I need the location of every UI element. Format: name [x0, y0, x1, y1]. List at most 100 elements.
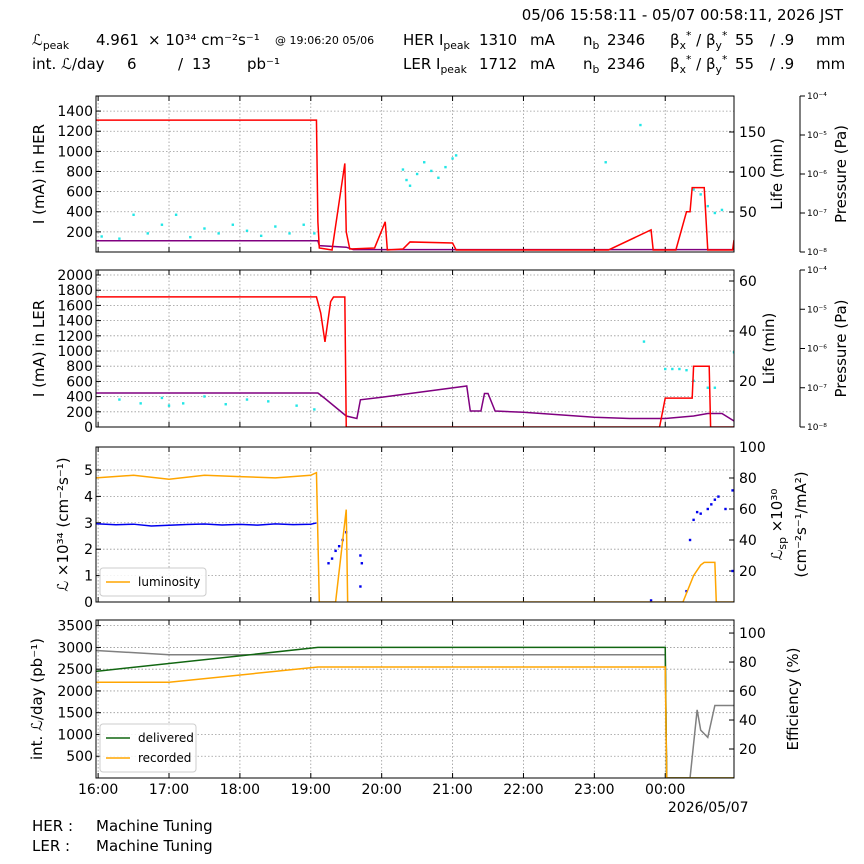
y-tick-label: 1200 [57, 124, 93, 140]
series-point [642, 340, 646, 343]
y-tick-label: 2500 [57, 662, 93, 678]
series-point [132, 213, 135, 216]
panel: 16:00 17:00 18:00 19:00 20:00 21:00 22:00 23:00… [57, 619, 765, 816]
header-item: × 10³⁴ cm⁻²s⁻¹ [148, 31, 260, 49]
x-date-label: 2026/05/07 [668, 800, 749, 816]
y2-axis-label-part: Life (min) [768, 138, 786, 210]
series-point [713, 498, 717, 501]
series-point [334, 549, 337, 553]
series-point [685, 589, 688, 593]
header-item: mm [816, 31, 845, 49]
series-point [118, 237, 121, 240]
x-tick-label: 20:00 [362, 782, 402, 798]
y-tick-label: 800 [66, 164, 93, 180]
series-line [96, 385, 734, 422]
y-axis-label: I (mA) in HER [30, 124, 48, 224]
header-item-part: b [593, 39, 600, 52]
footer-text: HER : [32, 817, 73, 835]
series-point [274, 225, 277, 228]
y-tick-label: 3500 [57, 619, 93, 635]
series-point [664, 367, 667, 371]
x-tick-label: 22:00 [503, 782, 543, 798]
plot-frame [95, 269, 735, 428]
y-tick-label: 600 [66, 374, 93, 390]
header-item: pb⁻¹ [247, 55, 280, 73]
y-tick-label: 1400 [57, 314, 93, 330]
y2-tick-label: 50 [739, 205, 757, 221]
header-item-part: x [680, 63, 687, 76]
y-axis-label-part: I (mA) in LER [30, 300, 48, 397]
series-point [685, 368, 688, 372]
y-axis-label-part: I (mA) in HER [30, 124, 48, 224]
series-point [649, 599, 653, 602]
series-point [359, 585, 362, 588]
y-axis-label: I (mA) in LER [30, 300, 48, 397]
y-tick-label: 1200 [57, 329, 93, 345]
y2-tick-label: 60 [739, 274, 757, 290]
y-tick-label: 1000 [57, 727, 93, 743]
series-point [710, 503, 713, 506]
series-point [639, 123, 642, 127]
plot-frame [95, 95, 735, 253]
y-tick-label: 2 [84, 542, 93, 558]
time-range: 05/06 15:58:11 - 05/07 00:58:11, 2026 JS… [522, 6, 844, 24]
y-tick-label: 600 [66, 185, 93, 201]
header-item: βx* / βy* [670, 53, 728, 76]
x-tick-label: 00:00 [645, 782, 685, 798]
header-item-part: β [670, 31, 680, 49]
plot-area [96, 296, 734, 427]
series-point [313, 232, 316, 235]
y-tick-label: 3000 [57, 640, 93, 656]
header-item: 2346 [607, 55, 645, 73]
y2-tick-label: 20 [739, 742, 757, 758]
series-point [692, 518, 695, 522]
y3-tick-label: 10⁻⁷ [807, 209, 827, 219]
y2-axis-label-part: ℒ [768, 550, 786, 561]
y2-axis-label-part: sp [776, 537, 789, 550]
y2-tick-label: 80 [739, 655, 757, 671]
y3-tick-label: 10⁻⁴ [807, 92, 827, 102]
plot-area [96, 471, 734, 602]
series-point [118, 398, 121, 401]
series-point [189, 235, 192, 239]
y2-tick-label: 20 [739, 374, 757, 390]
series-point [671, 367, 674, 371]
y-tick-label: 0 [84, 595, 93, 611]
header-item: mm [816, 55, 845, 73]
y3-tick-label: 10⁻⁶ [807, 345, 827, 355]
plot-area [96, 646, 734, 778]
series-point [139, 402, 142, 405]
series-point [706, 204, 709, 208]
series-point [217, 232, 220, 235]
series-point [678, 367, 681, 371]
series-point [699, 193, 702, 196]
y2-tick-label: 40 [739, 533, 757, 549]
y-tick-label: 3 [84, 516, 93, 532]
series-point [444, 165, 447, 169]
plot-frame [95, 446, 735, 603]
header-item-part: y [716, 39, 723, 52]
series-point [259, 234, 263, 238]
y-tick-label: 1400 [57, 104, 93, 120]
header-item: 1712 [479, 55, 517, 73]
y2-axis-label: (cm⁻²s⁻¹/mA²) [792, 471, 810, 577]
y-tick-label: 400 [66, 390, 93, 406]
series-point [330, 557, 334, 560]
y-tick-label: 500 [66, 749, 93, 765]
series-point [423, 161, 426, 164]
y3-tick-label: 10⁻⁴ [807, 266, 827, 276]
y2-tick-label: 40 [739, 324, 757, 340]
series-line [96, 471, 734, 602]
header-item-part: peak [43, 39, 70, 52]
series-point [288, 232, 291, 235]
y2-tick-label: 40 [739, 713, 757, 729]
series-point [720, 208, 724, 212]
y2-tick-label: 20 [739, 564, 757, 580]
header-item-part: x [680, 39, 687, 52]
series-point [302, 223, 305, 226]
header-item: 55 [735, 55, 754, 73]
y2-tick-label: 60 [739, 502, 757, 518]
series-point [451, 157, 454, 160]
